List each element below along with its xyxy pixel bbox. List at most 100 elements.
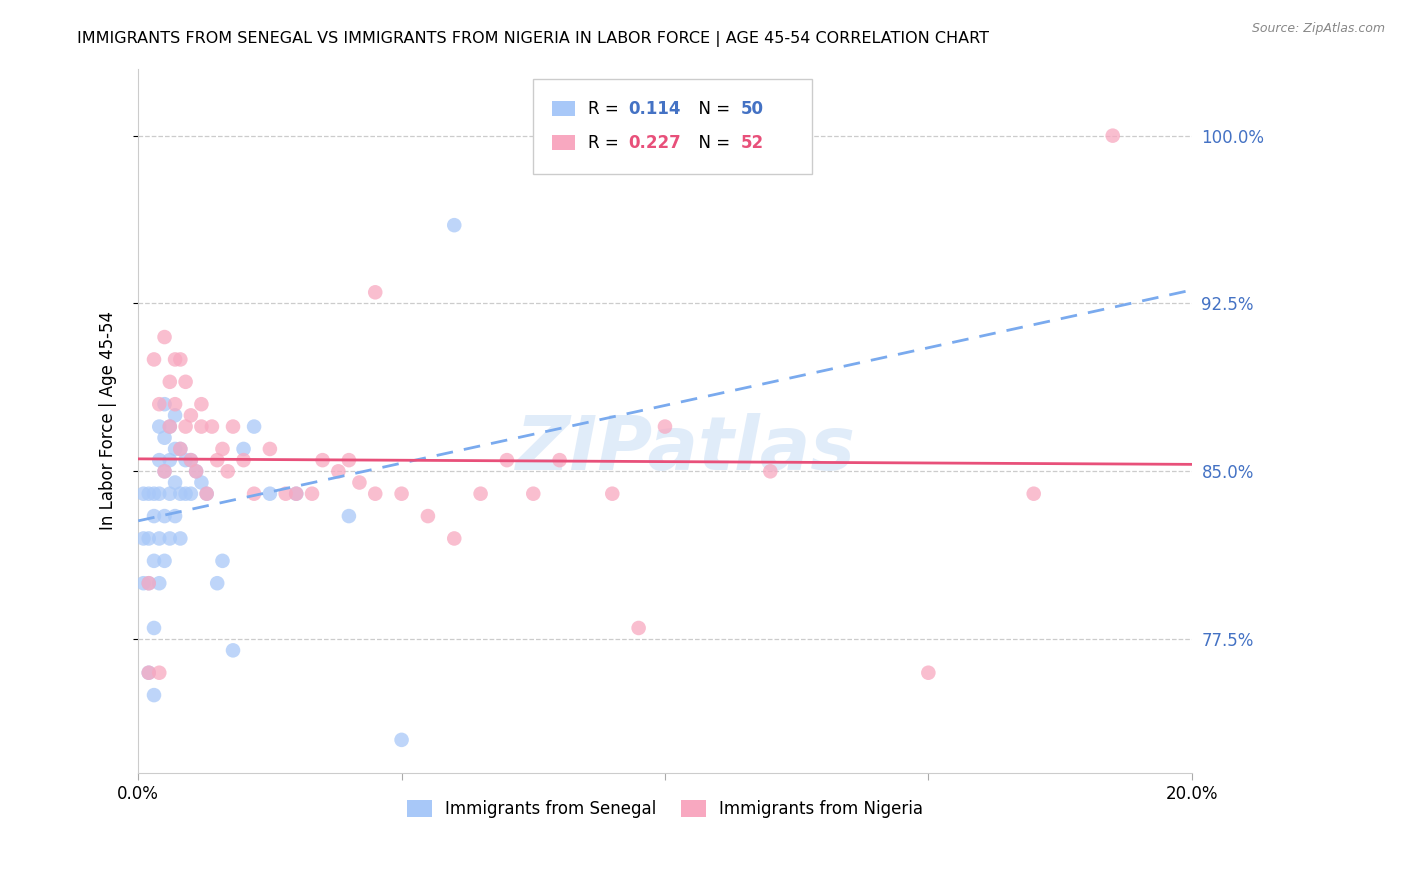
FancyBboxPatch shape	[553, 101, 575, 117]
Text: 0.227: 0.227	[628, 134, 681, 152]
Point	[259, 486, 281, 500]
Point	[165, 397, 187, 411]
Point	[159, 453, 181, 467]
Text: IMMIGRANTS FROM SENEGAL VS IMMIGRANTS FROM NIGERIA IN LABOR FORCE | AGE 45-54 CO: IMMIGRANTS FROM SENEGAL VS IMMIGRANTS FR…	[77, 31, 990, 47]
Point	[190, 419, 212, 434]
Point	[165, 475, 187, 490]
Point	[201, 419, 224, 434]
Point	[285, 486, 308, 500]
Point	[600, 486, 623, 500]
Point	[174, 375, 197, 389]
Point	[148, 665, 170, 680]
Point	[153, 464, 176, 478]
Point	[159, 419, 181, 434]
Point	[159, 486, 181, 500]
Point	[174, 419, 197, 434]
Point	[222, 419, 245, 434]
Point	[148, 453, 170, 467]
Point	[337, 453, 360, 467]
Point	[443, 532, 465, 546]
Point	[153, 330, 176, 344]
Point	[274, 486, 297, 500]
Point	[205, 576, 228, 591]
Text: N =: N =	[688, 100, 735, 118]
Point	[259, 442, 281, 456]
Point	[153, 509, 176, 524]
FancyBboxPatch shape	[553, 135, 575, 150]
Point	[243, 419, 266, 434]
Point	[159, 532, 181, 546]
Point	[153, 397, 176, 411]
Point	[174, 453, 197, 467]
Point	[174, 486, 197, 500]
Point	[169, 532, 191, 546]
Point	[1101, 128, 1123, 143]
Point	[301, 486, 323, 500]
Point	[169, 352, 191, 367]
Point	[180, 409, 202, 423]
Point	[195, 486, 218, 500]
Text: 50: 50	[741, 100, 763, 118]
Point	[159, 375, 181, 389]
Point	[138, 486, 160, 500]
Point	[143, 688, 166, 702]
Text: N =: N =	[688, 134, 735, 152]
Point	[211, 554, 233, 568]
Point	[153, 554, 176, 568]
Point	[180, 453, 202, 467]
Point	[132, 532, 155, 546]
Point	[232, 453, 254, 467]
Point	[148, 419, 170, 434]
Point	[153, 464, 176, 478]
Point	[169, 486, 191, 500]
Point	[222, 643, 245, 657]
Point	[165, 442, 187, 456]
Point	[186, 464, 208, 478]
Point	[391, 486, 413, 500]
Point	[159, 419, 181, 434]
Point	[153, 431, 176, 445]
Text: R =: R =	[588, 134, 624, 152]
Point	[443, 218, 465, 232]
Point	[328, 464, 350, 478]
Point	[195, 486, 218, 500]
FancyBboxPatch shape	[533, 79, 813, 174]
Text: 52: 52	[741, 134, 763, 152]
Point	[364, 486, 387, 500]
Text: ZIPatlas: ZIPatlas	[516, 413, 856, 485]
Point	[180, 486, 202, 500]
Point	[143, 509, 166, 524]
Point	[138, 665, 160, 680]
Point	[917, 665, 939, 680]
Point	[180, 453, 202, 467]
Point	[285, 486, 308, 500]
Point	[654, 419, 676, 434]
Y-axis label: In Labor Force | Age 45-54: In Labor Force | Age 45-54	[100, 311, 117, 531]
Text: 0.114: 0.114	[628, 100, 681, 118]
Point	[165, 409, 187, 423]
Legend: Immigrants from Senegal, Immigrants from Nigeria: Immigrants from Senegal, Immigrants from…	[399, 794, 931, 825]
Point	[190, 475, 212, 490]
Text: Source: ZipAtlas.com: Source: ZipAtlas.com	[1251, 22, 1385, 36]
Point	[143, 621, 166, 635]
Point	[138, 576, 160, 591]
Point	[148, 486, 170, 500]
Point	[132, 486, 155, 500]
Point	[138, 665, 160, 680]
Point	[232, 442, 254, 456]
Point	[337, 509, 360, 524]
Point	[186, 464, 208, 478]
Point	[522, 486, 544, 500]
Point	[143, 554, 166, 568]
Point	[496, 453, 519, 467]
Point	[169, 442, 191, 456]
Point	[148, 576, 170, 591]
Point	[311, 453, 333, 467]
Point	[165, 352, 187, 367]
Point	[470, 486, 492, 500]
Point	[211, 442, 233, 456]
Point	[138, 532, 160, 546]
Point	[627, 621, 650, 635]
Point	[1022, 486, 1045, 500]
Point	[391, 732, 413, 747]
